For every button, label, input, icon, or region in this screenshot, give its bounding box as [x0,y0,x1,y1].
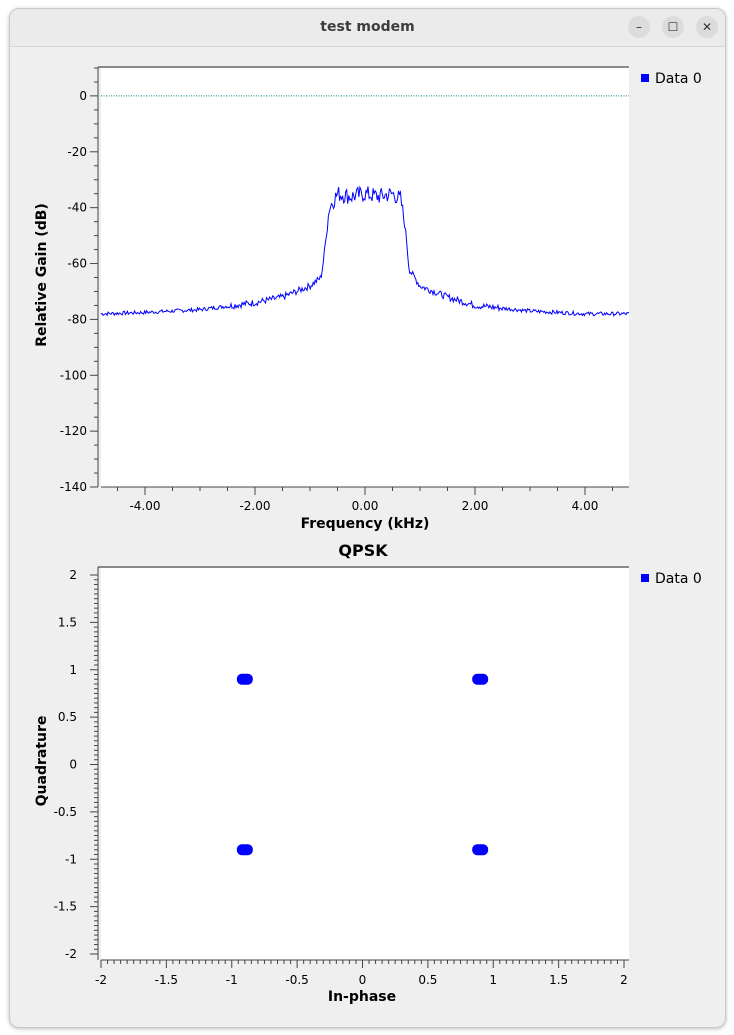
y-tick-label: 1 [69,663,77,677]
plots-canvas: 0-20-40-60-80-100-120-140-4.00 -2.00 0.00 2… [34,66,630,1005]
x-axis-label: In-phase [328,989,396,1005]
x-tick-label: -2.00 [239,499,270,513]
x-tick-label: 1 [489,973,497,987]
frequency-plot: 0 -20 -40 -60 -80 -100 -120 -140 -4.00 -2.00 0.00 2… [34,66,630,532]
x-tick-label: -4.00 [129,499,160,513]
x-tick-label: 0 [359,973,367,987]
x-tick-label: -2 [95,973,107,987]
tick-labels: 2 1.5 1 0.5 0 -0.5 -1 -1.5 -2 -2 -1.5 -1 -0.5 0 0.5 1 1.… [54,568,628,987]
minimize-button[interactable]: – [628,16,650,38]
y-tick-label: 0.5 [58,710,77,724]
window-title: test modem [320,19,415,35]
constellation-point [472,844,489,856]
maximize-button[interactable]: ☐ [662,16,684,38]
constellation-point [236,844,253,856]
y-tick-label: -120 [60,424,87,438]
series-area [236,673,489,856]
tick-labels: 0 -20 -40 -60 -80 -100 -120 -140 -4.00 -2.00 0.00 2… [60,89,599,513]
legend-swatch [641,574,649,582]
legend-spectrum[interactable]: Data 0 [641,71,702,87]
legend-swatch [641,74,649,82]
x-tick-label: 0.00 [352,499,379,513]
x-tick-label: -1.5 [155,973,178,987]
y-tick-label: 0 [79,89,87,103]
series-line-data-0 [100,185,630,317]
constellation-point [472,673,489,685]
legend-label: Data 0 [655,571,702,587]
series-area [100,95,630,317]
x-tick-label: 1.5 [549,973,568,987]
y-tick-label: 1.5 [58,615,77,629]
y-tick-label: -100 [60,368,87,382]
y-tick-label: -60 [67,257,87,271]
x-tick-label: -1 [226,973,238,987]
plot-area[interactable] [101,568,629,960]
y-tick-label: -1 [65,852,77,866]
plot-area[interactable] [101,68,629,487]
legend-label: Data 0 [655,71,702,87]
x-tick-label: 0.5 [418,973,437,987]
x-tick-label: 2 [620,973,628,987]
chart-title: QPSK [338,541,388,560]
y-tick-label: -80 [67,312,87,326]
axis-ticks [90,574,625,968]
x-tick-label: -0.5 [285,973,308,987]
x-tick-label: 2.00 [462,499,489,513]
y-tick-label: 0 [69,758,77,772]
y-axis-label: Relative Gain (dB) [34,203,50,347]
y-tick-label: -0.5 [54,805,77,819]
y-tick-label: -140 [60,480,87,494]
title-bar[interactable]: test modem – ☐ ✕ [10,9,725,47]
y-tick-label: -1.5 [54,900,77,914]
app-window: test modem – ☐ ✕ Data 0 Data 0 0 -20 -40 -6… [9,8,726,1028]
legend-constellation[interactable]: Data 0 [641,571,702,587]
y-tick-label: -20 [67,145,87,159]
constellation-plot: QPSK 2 1.5 1 0.5 0 -0.5 -1 -1.5 -2 -2 -1.5 -1 -0.5 0 0… [34,541,629,1005]
y-tick-label: 2 [69,568,77,582]
axis-ticks [90,67,613,495]
y-tick-label: -40 [67,201,87,215]
y-axis-label: Quadrature [34,716,50,807]
x-axis-label: Frequency (kHz) [301,516,430,532]
x-tick-label: 4.00 [572,499,599,513]
constellation-point [236,673,253,685]
y-tick-label: -2 [65,947,77,961]
close-button[interactable]: ✕ [696,16,718,38]
